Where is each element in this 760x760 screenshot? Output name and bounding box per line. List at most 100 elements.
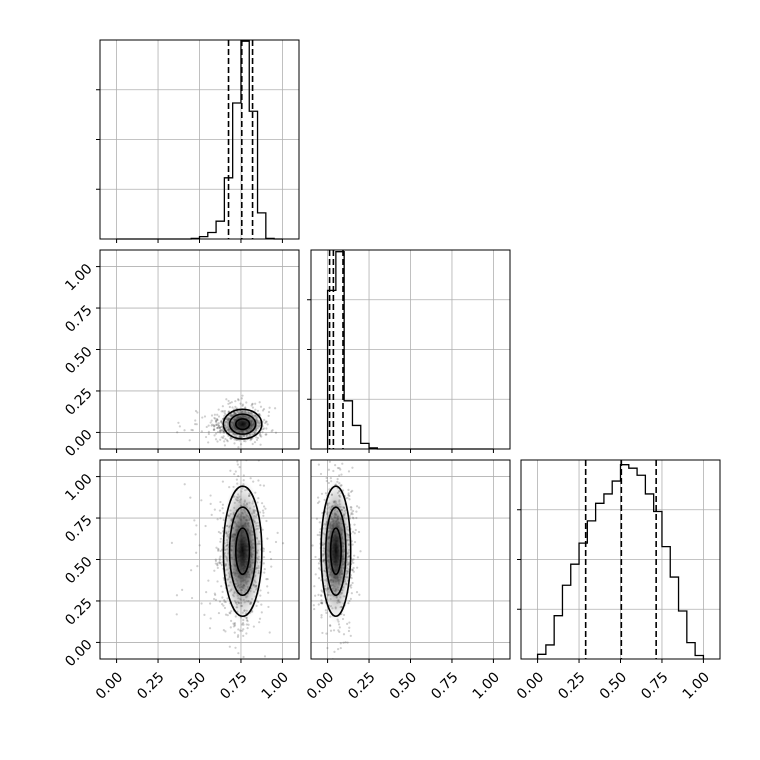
- scatter-point: [266, 585, 269, 588]
- scatter-point: [222, 628, 225, 632]
- scatter-point: [344, 641, 347, 644]
- scatter-point: [213, 434, 216, 437]
- scatter-point: [194, 533, 197, 536]
- scatter-point: [270, 430, 273, 433]
- scatter-point: [352, 561, 355, 564]
- scatter-point: [350, 584, 353, 587]
- scatter-point: [181, 588, 184, 592]
- scatter-point: [216, 413, 219, 416]
- scatter-point: [228, 611, 231, 614]
- scatter-point: [317, 577, 321, 580]
- scatter-point: [313, 585, 316, 588]
- scatter-point: [223, 409, 226, 413]
- scatter-point: [263, 655, 267, 658]
- scatter-point: [233, 442, 236, 445]
- scatter-point: [215, 546, 218, 549]
- scatter-point: [220, 410, 223, 413]
- scatter-point: [220, 436, 223, 439]
- scatter-point: [263, 571, 266, 574]
- density-contour: [228, 506, 257, 597]
- scatter-point: [237, 652, 240, 655]
- scatter-point: [318, 500, 321, 503]
- x-tick-label: 1.00: [470, 669, 503, 702]
- scatter-point: [254, 402, 257, 405]
- scatter-point: [267, 414, 270, 417]
- scatter-point: [341, 617, 345, 621]
- scatter-point: [233, 623, 236, 626]
- scatter-point: [326, 646, 329, 650]
- scatter-point: [317, 562, 321, 565]
- scatter-point: [200, 499, 203, 502]
- x-tick-label: 0.00: [93, 669, 126, 702]
- histogram-step: [536, 464, 705, 659]
- scatter-point: [244, 440, 247, 443]
- scatter-point: [221, 507, 224, 510]
- scatter-point: [213, 427, 216, 431]
- scatter-point: [262, 514, 265, 517]
- scatter-point: [350, 512, 353, 516]
- scatter-point: [194, 409, 198, 413]
- scatter-point: [265, 433, 268, 436]
- scatter-point: [347, 629, 351, 633]
- scatter-point: [183, 483, 186, 486]
- histogram-panel-p2: [517, 459, 721, 663]
- scatter-point: [271, 429, 274, 432]
- scatter-point: [216, 440, 219, 443]
- scatter-point: [273, 407, 277, 410]
- scatter-point: [215, 423, 218, 427]
- scatter-point: [221, 480, 225, 483]
- scatter-point: [328, 624, 332, 627]
- scatter-point: [338, 626, 341, 629]
- scatter-point: [332, 629, 336, 632]
- scatter-point: [261, 409, 265, 412]
- scatter-point: [242, 450, 244, 452]
- scatter-point: [270, 565, 273, 568]
- scatter-point: [219, 540, 222, 543]
- scatter-point: [355, 510, 358, 513]
- scatter-point: [193, 519, 196, 522]
- scatter-point: [214, 562, 217, 565]
- scatter-point: [260, 603, 263, 606]
- scatter-point: [229, 619, 233, 622]
- scatter-point: [347, 492, 350, 495]
- y-tick-label: 0.25: [62, 595, 95, 628]
- scatter-point: [249, 477, 252, 480]
- scatter-point: [357, 530, 361, 534]
- scatter-point: [351, 513, 354, 516]
- scatter-point: [241, 629, 244, 632]
- y-tick-label: 0.75: [62, 512, 95, 545]
- scatter-point: [342, 641, 345, 644]
- scatter-point: [337, 623, 341, 626]
- scatter-point: [349, 634, 352, 637]
- scatter-point: [214, 417, 217, 420]
- scatter-point: [226, 614, 229, 617]
- scatter-point: [209, 494, 212, 497]
- scatter-point: [317, 603, 320, 606]
- scatter-point: [217, 424, 221, 427]
- scatter-point: [352, 517, 355, 520]
- scatter-point: [264, 507, 267, 510]
- scatter-point: [203, 613, 206, 616]
- scatter-point: [205, 591, 208, 594]
- scatter-point: [328, 460, 331, 463]
- scatter-point: [348, 621, 351, 624]
- scatter-point: [351, 516, 354, 519]
- scatter-point: [316, 533, 319, 537]
- scatter-point: [228, 645, 231, 648]
- x-tick-label: 0.50: [387, 669, 420, 702]
- scatter-point: [245, 632, 248, 635]
- scatter-point: [319, 472, 323, 476]
- scatter-point: [226, 440, 229, 443]
- scatter-point: [351, 581, 354, 585]
- scatter-point: [245, 401, 248, 404]
- scatter-point: [194, 419, 197, 422]
- scatter-point: [262, 511, 265, 514]
- scatter-point: [242, 445, 244, 447]
- scatter-point: [224, 630, 227, 633]
- scatter-point: [221, 596, 224, 599]
- scatter-point: [216, 518, 219, 521]
- scatter-point: [220, 585, 223, 588]
- scatter-point: [214, 438, 218, 441]
- scatter-point: [353, 540, 357, 544]
- density-fill: [319, 478, 353, 625]
